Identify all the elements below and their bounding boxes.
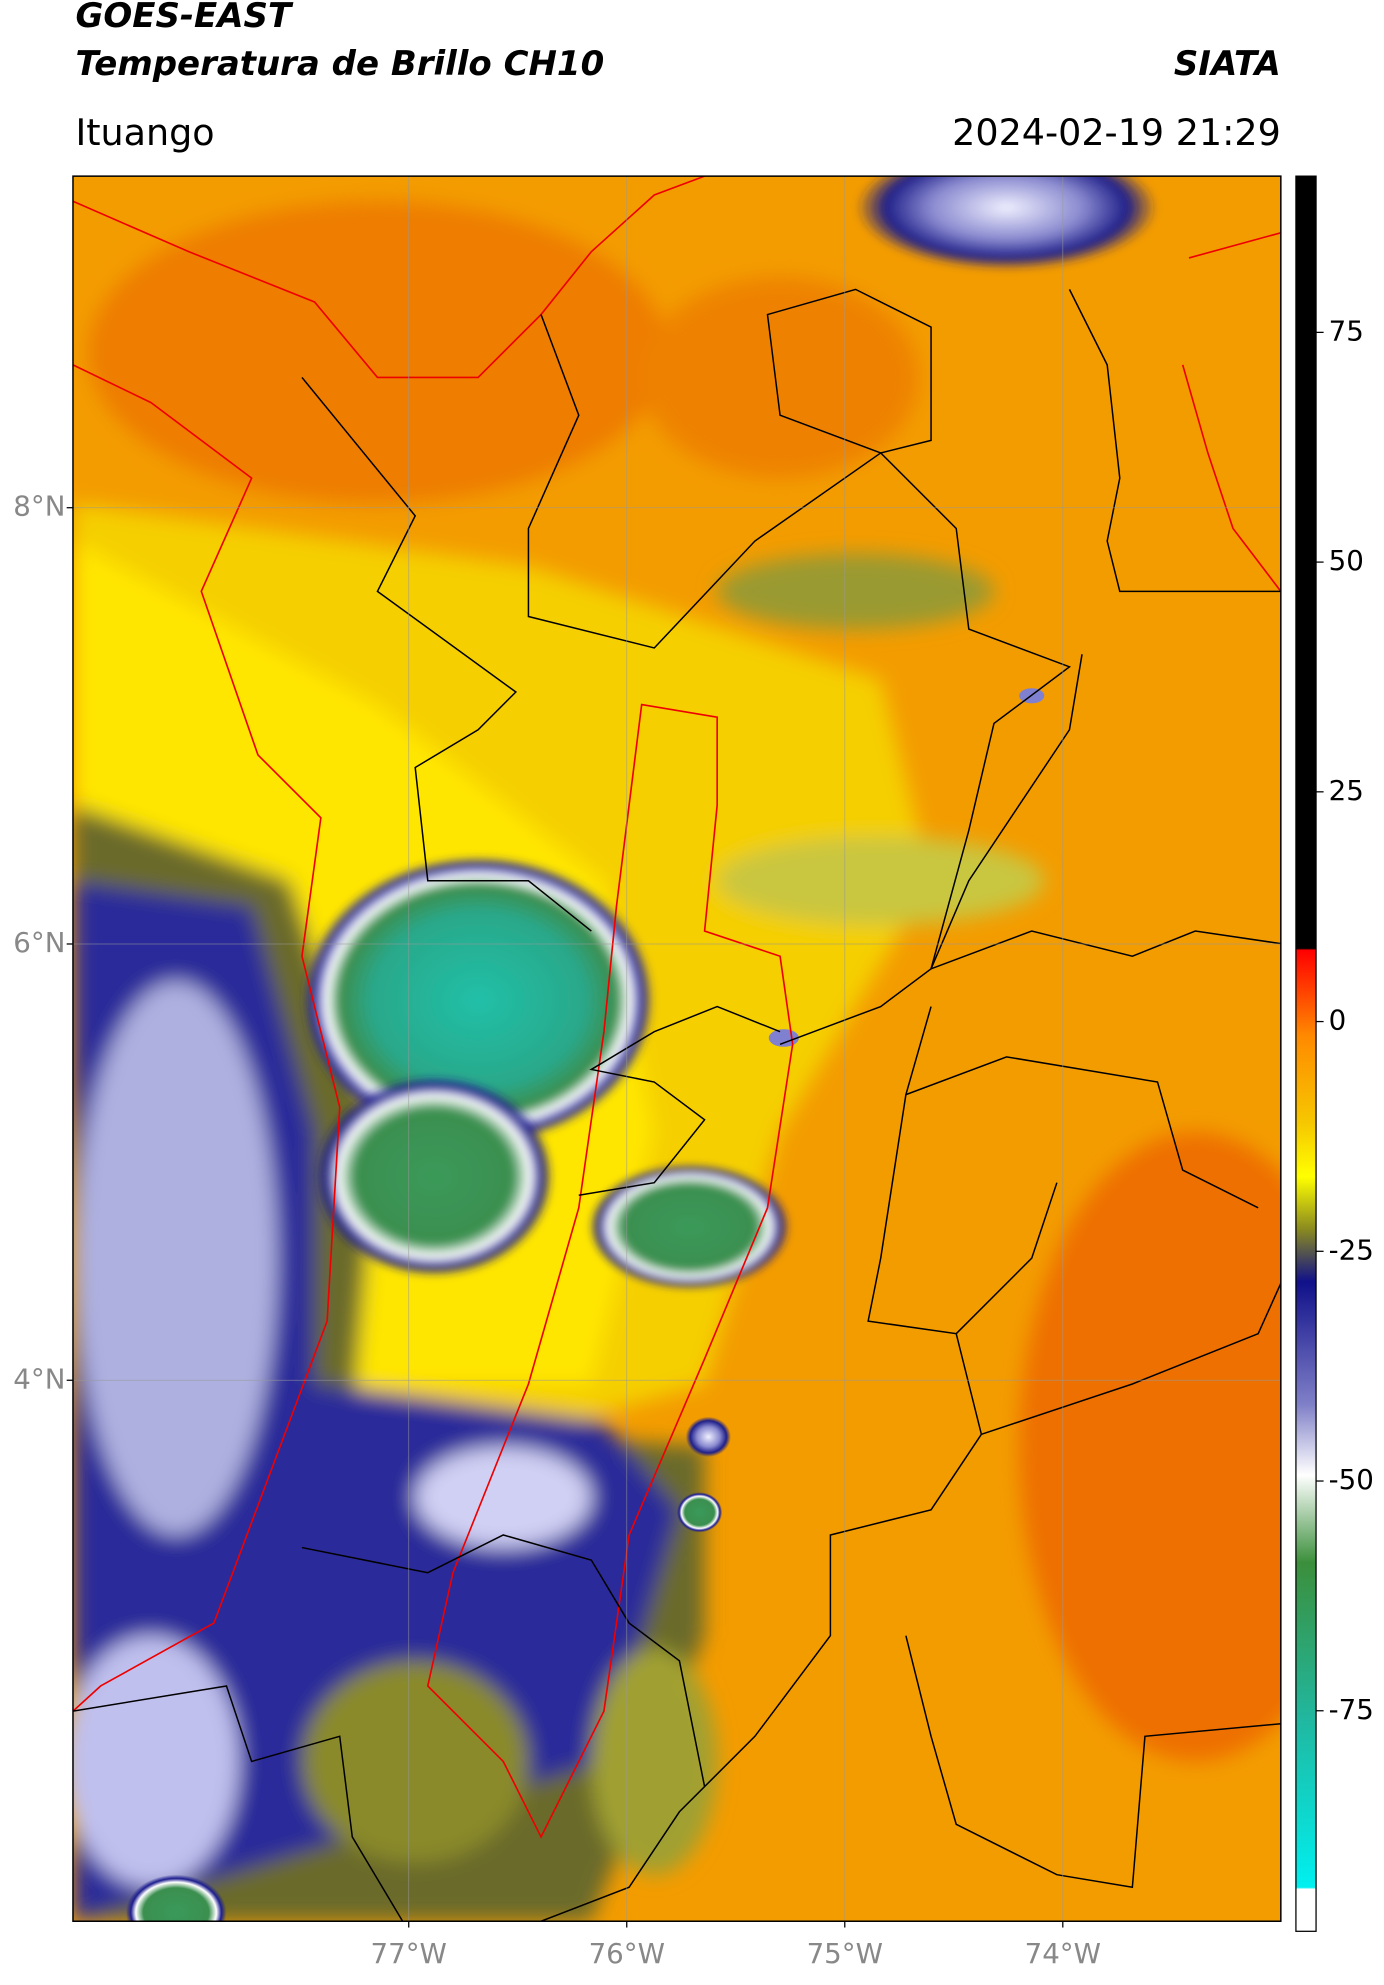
x-tick-label: 75°W — [807, 1937, 883, 1970]
coastline — [72, 176, 705, 379]
borders — [72, 176, 1281, 1922]
y-tick-label: 4°N — [13, 1362, 65, 1395]
region-boundary — [426, 703, 794, 1839]
admin-boundary — [301, 376, 592, 932]
y-tick-label: 8°N — [13, 490, 65, 523]
admin-boundary — [905, 1635, 1281, 1889]
admin-boundary — [527, 314, 1072, 1045]
colorbar-tick-label: 75 — [1329, 314, 1364, 347]
colorbar — [1295, 175, 1317, 1932]
colorbar-tick-label: 0 — [1329, 1004, 1347, 1037]
admin-boundary — [72, 1534, 706, 1922]
colorbar-tick-label: -25 — [1329, 1233, 1374, 1266]
map-frame — [72, 175, 1282, 1922]
x-tick-label: 77°W — [371, 1937, 447, 1970]
location: Ituango — [75, 111, 214, 154]
subtitle: Temperatura de Brillo CH10 — [75, 44, 604, 84]
admin-boundary — [578, 1005, 781, 1197]
colorbar-ticks: 75 50 25 0 -25 -50 -75 — [1316, 314, 1374, 1726]
colorbar-tick-label: 25 — [1329, 774, 1364, 807]
admin-boundary — [766, 288, 932, 454]
colorbar-tick-label: -50 — [1329, 1463, 1374, 1496]
x-tick-label: 76°W — [589, 1937, 665, 1970]
title: GOES-EAST — [75, 0, 293, 36]
colorbar-tick-label: -75 — [1329, 1693, 1374, 1726]
admin-boundary — [540, 1182, 1058, 1922]
brand: SIATA — [1174, 44, 1281, 84]
satellite-image — [72, 176, 1281, 1922]
coastline — [1181, 231, 1281, 592]
colorbar-tick-label: 50 — [1329, 544, 1364, 577]
y-tick-label: 6°N — [13, 926, 65, 959]
graticule: 77°W 76°W 75°W 74°W 8°N 6°N 4°N — [13, 176, 1281, 1970]
admin-boundary — [905, 654, 1259, 1209]
coastline — [72, 364, 341, 1712]
datetime: 2024-02-19 21:29 — [952, 111, 1281, 154]
x-tick-label: 74°W — [1025, 1937, 1101, 1970]
admin-boundary — [1068, 289, 1281, 593]
